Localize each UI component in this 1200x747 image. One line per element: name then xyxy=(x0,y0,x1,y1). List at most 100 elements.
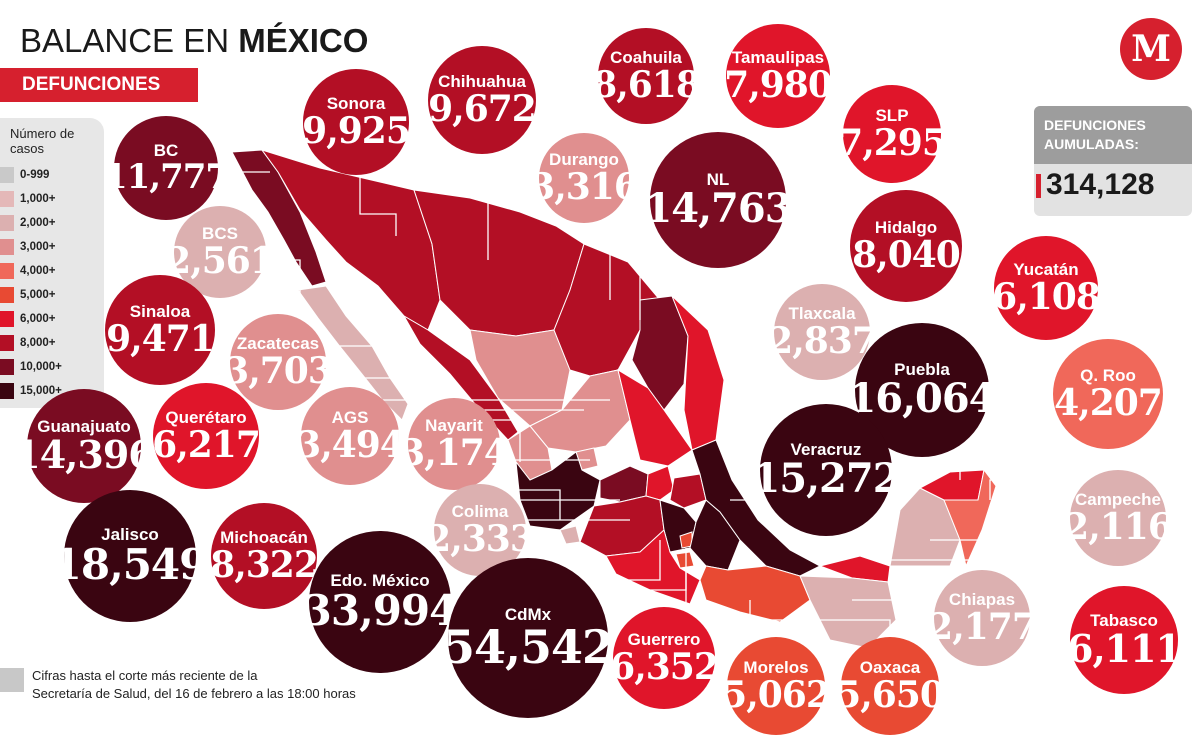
footnote-line-2: Secretaría de Salud, del 16 de febrero a… xyxy=(32,686,356,701)
state-name: SLP xyxy=(875,106,909,125)
legend-label: 3,000+ xyxy=(20,241,56,253)
state-value: 3,316 xyxy=(530,166,639,208)
legend-label: 2,000+ xyxy=(20,217,56,229)
state-value: 15,272 xyxy=(752,455,900,502)
title-bold: MÉXICO xyxy=(238,22,369,59)
total-box: DEFUNCIONES AUMULADAS: xyxy=(1034,106,1192,216)
map-state-guanajuato xyxy=(599,465,649,503)
map-state-queretaro xyxy=(645,465,675,501)
legend-swatch xyxy=(0,263,14,279)
state-value: 6,352 xyxy=(610,646,719,688)
legend-item: 0-999 xyxy=(0,166,49,184)
state-circle-coahuila: Coahuila 8,618 xyxy=(592,28,701,124)
legend-swatch xyxy=(0,191,14,207)
state-value: 2,116 xyxy=(1064,506,1173,548)
state-name: Yucatán xyxy=(1013,260,1079,279)
legend-swatch xyxy=(0,311,14,327)
legend-item: 6,000+ xyxy=(0,310,56,328)
state-value: 8,040 xyxy=(852,234,961,276)
state-name: Morelos xyxy=(743,658,809,677)
legend-label: 10,000+ xyxy=(20,361,62,373)
state-name: Chiapas xyxy=(948,590,1016,609)
legend-item: 5,000+ xyxy=(0,286,56,304)
state-circle-guerrero: Guerrero 6,352 xyxy=(610,607,719,709)
legend-item: 2,000+ xyxy=(0,214,56,232)
legend-item: 4,000+ xyxy=(0,262,56,280)
map-state-morelos xyxy=(675,551,695,569)
state-name: Chihuahua xyxy=(438,72,526,91)
state-circle-ags: AGS 3,494 xyxy=(296,387,405,485)
state-name: Edo. México xyxy=(330,571,430,590)
state-value: 3,494 xyxy=(296,424,405,466)
state-circle-tabasco: Tabasco 6,111 xyxy=(1067,586,1182,694)
state-value: 14,396 xyxy=(14,432,154,477)
state-circle-yucat-n: Yucatán 6,108 xyxy=(992,236,1101,340)
map-state-tabasco xyxy=(818,555,891,583)
total-label: DEFUNCIONES AUMULADAS: xyxy=(1044,117,1146,152)
state-circle-nayarit: Nayarit 3,174 xyxy=(400,398,509,490)
legend-swatch xyxy=(0,383,14,399)
legend-label: 15,000+ xyxy=(20,385,62,397)
legend-swatch xyxy=(0,215,14,231)
state-circle-veracruz: Veracruz 15,272 xyxy=(752,404,901,536)
state-name: Nayarit xyxy=(425,416,483,435)
state-circle-chiapas: Chiapas 2,177 xyxy=(928,570,1037,666)
legend-item: 3,000+ xyxy=(0,238,56,256)
footnote-marker xyxy=(0,668,24,692)
state-name: Tamaulipas xyxy=(731,48,825,67)
map-state-slp xyxy=(617,368,693,467)
state-name: Coahuila xyxy=(610,48,682,67)
map-state-qroo xyxy=(943,468,997,568)
state-name: Oaxaca xyxy=(859,658,921,677)
state-circle-michoac-n: Michoacán 8,322 xyxy=(210,503,319,609)
state-value: 8,618 xyxy=(592,64,701,106)
map-state-colima xyxy=(559,525,581,545)
legend-swatch xyxy=(0,359,14,375)
state-name: CdMx xyxy=(504,605,552,624)
state-value: 3,703 xyxy=(224,350,333,392)
state-circle-quer-taro: Querétaro 6,217 xyxy=(152,383,261,489)
total-box-header xyxy=(1034,106,1192,164)
state-circle-durango: Durango 3,316 xyxy=(530,133,639,223)
legend-title: Número de casos xyxy=(10,126,75,156)
state-circle-bc: BC 11,777 xyxy=(104,116,229,220)
state-value: 3,174 xyxy=(400,432,509,474)
legend-item: 1,000+ xyxy=(0,190,56,208)
state-circle-edo-m-xico: Edo. México 33,994 xyxy=(303,531,458,673)
subtitle-banner: DEFUNCIONES xyxy=(0,68,198,102)
state-value: 14,763 xyxy=(644,185,792,232)
map-state-sinaloa xyxy=(402,314,519,441)
legend-label: 0-999 xyxy=(20,169,50,181)
state-circle-jalisco: Jalisco 18,549 xyxy=(53,490,208,622)
legend-label: 5,000+ xyxy=(20,289,56,301)
map-state-oaxaca xyxy=(699,565,811,623)
state-circle-morelos: Morelos 5,062 xyxy=(722,637,831,735)
state-name: Tlaxcala xyxy=(788,304,856,323)
state-name: Colima xyxy=(451,502,509,521)
state-value: 5,650 xyxy=(836,674,945,716)
state-circle-slp: SLP 7,295 xyxy=(838,85,947,183)
state-circle-q-roo: Q. Roo 4,207 xyxy=(1053,339,1163,449)
state-value: 9,925 xyxy=(302,110,411,152)
state-circle-oaxaca: Oaxaca 5,650 xyxy=(836,637,945,735)
state-circle-tlaxcala: Tlaxcala 2,837 xyxy=(768,284,877,380)
state-name: Michoacán xyxy=(220,528,308,547)
state-value: 7,980 xyxy=(724,64,833,106)
title-light: BALANCE EN xyxy=(20,22,239,59)
state-name: Hidalgo xyxy=(874,218,938,237)
legend-label: 1,000+ xyxy=(20,193,56,205)
state-value: 9,471 xyxy=(106,318,215,360)
logo: M xyxy=(1120,18,1182,80)
state-value: 2,837 xyxy=(768,320,877,362)
total-value: 314,128 xyxy=(1046,168,1155,201)
state-value: 2,177 xyxy=(928,606,1037,648)
map-state-bcs xyxy=(297,285,409,421)
legend-swatch xyxy=(0,287,14,303)
state-name: Guerrero xyxy=(627,630,701,649)
state-circle-sinaloa: Sinaloa 9,471 xyxy=(105,275,215,385)
state-value: 6,108 xyxy=(992,276,1101,318)
legend-swatch xyxy=(0,335,14,351)
state-name: Querétaro xyxy=(165,408,247,427)
state-name: BCS xyxy=(202,224,238,243)
